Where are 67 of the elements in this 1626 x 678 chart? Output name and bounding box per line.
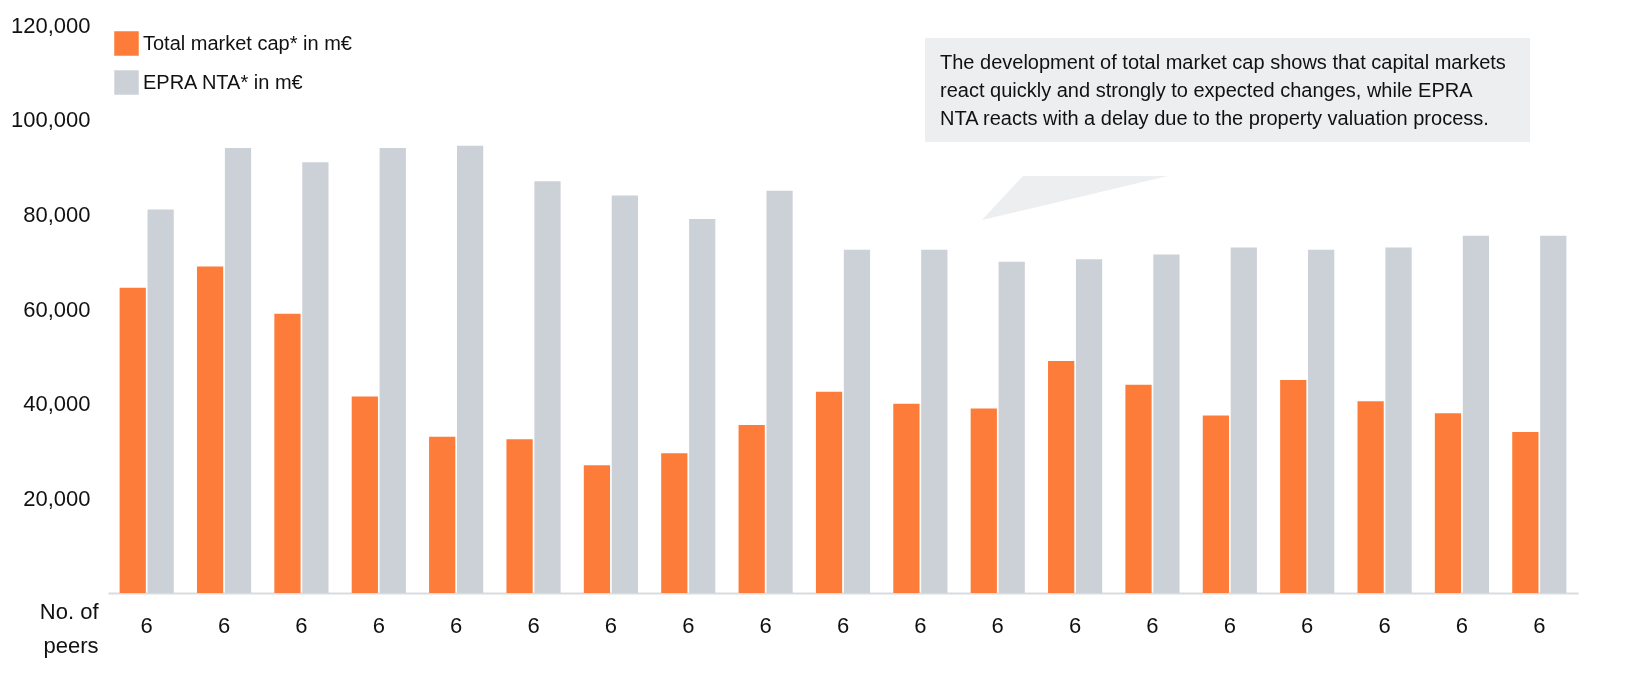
bar — [429, 436, 456, 593]
bar — [1202, 415, 1229, 593]
bar — [1512, 432, 1539, 593]
x-tick-label: 6 — [1455, 612, 1469, 638]
y-tick-label: 100,000 — [10, 107, 91, 133]
x-tick-label: 6 — [1301, 612, 1314, 638]
bar — [583, 465, 611, 593]
bar — [738, 424, 765, 593]
bar — [196, 266, 224, 593]
x-tick-label: 6 — [1378, 612, 1391, 638]
bar — [147, 209, 174, 593]
legend-label: Total market cap* in m€ — [143, 31, 352, 54]
x-tick-label: 6 — [604, 612, 618, 638]
bar — [689, 219, 716, 593]
x-tick-label: 6 — [450, 612, 463, 638]
bar — [1048, 361, 1075, 593]
bar — [1280, 380, 1307, 593]
x-tick-label: 6 — [682, 612, 695, 638]
x-tick-label: 6 — [914, 612, 927, 638]
bar — [1308, 249, 1335, 593]
bar — [274, 313, 301, 593]
bar — [1075, 259, 1103, 593]
annotation: The development of total market cap shows that capital markets react quickly and strongly to expected changes, while EPRA NTA reacts with a delay due to the property valuation process. — [925, 38, 1530, 142]
y-tick-label: 60,000 — [23, 296, 91, 322]
bar — [1153, 254, 1180, 593]
x-tick-label: 6 — [372, 612, 385, 638]
bar — [921, 249, 948, 593]
y-tick-label: 40,000 — [23, 391, 91, 417]
y-tick-label: 20,000 — [23, 485, 91, 511]
y-tick-label: 80,000 — [23, 201, 91, 227]
x-tick-label: 6 — [759, 612, 772, 638]
legend-label: EPRA NTA* in m€ — [143, 70, 303, 93]
bar — [506, 439, 533, 593]
bar — [1125, 384, 1152, 593]
x-tick-label: 6 — [217, 612, 231, 638]
x-tick-label: 6 — [991, 612, 1004, 638]
bar — [661, 453, 688, 593]
bar — [302, 162, 329, 593]
bar — [970, 408, 997, 593]
bar — [534, 181, 561, 593]
x-tick-label: 6 — [527, 612, 540, 638]
bar — [998, 261, 1025, 593]
x-tick-label: 6 — [1533, 612, 1546, 638]
bar — [379, 148, 406, 593]
bar — [815, 391, 843, 593]
bar — [351, 396, 378, 593]
x-tick-label: 6 — [1223, 612, 1236, 638]
bar — [119, 287, 146, 593]
bar — [1434, 413, 1462, 593]
bar — [1230, 247, 1257, 593]
x-tick-label: 6 — [295, 612, 308, 638]
bar — [1385, 247, 1412, 593]
bar — [224, 148, 252, 593]
bar — [1540, 235, 1567, 593]
bar — [457, 145, 484, 593]
x-tick-label: 6 — [140, 612, 153, 638]
bar — [893, 403, 920, 593]
y-tick-label: 120,000 — [10, 12, 91, 38]
x-tick-label: 6 — [836, 612, 850, 638]
bar — [766, 190, 793, 593]
bar — [843, 249, 871, 593]
bar — [611, 195, 638, 593]
x-tick-label: 6 — [1146, 612, 1159, 638]
x-axis-title: No. of peers — [39, 598, 100, 658]
bar — [1462, 235, 1490, 593]
bar — [1357, 401, 1384, 593]
x-tick-label: 6 — [1068, 612, 1082, 638]
